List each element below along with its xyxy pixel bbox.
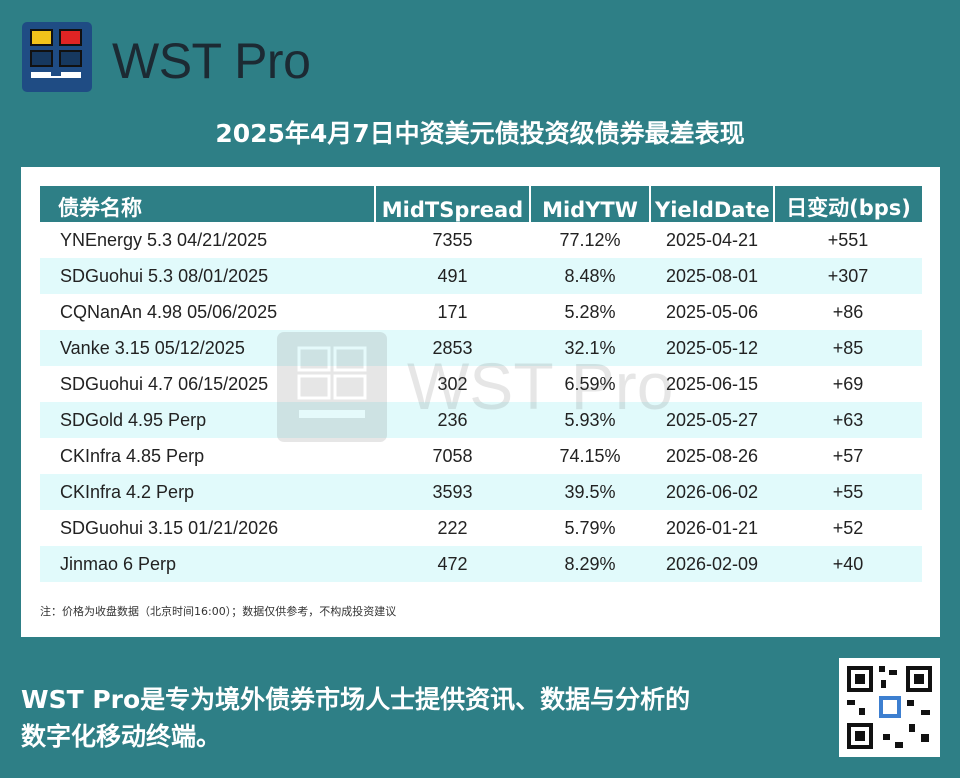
col-header-daily-change: 日变动(bps) — [774, 186, 922, 222]
mid-t-spread-cell: 3593 — [375, 474, 530, 510]
table-row: SDGuohui 5.3 08/01/2025 491 8.48% 2025-0… — [40, 258, 922, 294]
mid-ytw-cell: 8.29% — [530, 546, 650, 582]
yield-date-cell: 2025-05-27 — [650, 402, 774, 438]
bond-table: 债券名称 MidTSpread MidYTW YieldDate 日变动(bps… — [40, 186, 922, 582]
table-header-row: 债券名称 MidTSpread MidYTW YieldDate 日变动(bps… — [40, 186, 922, 222]
mid-t-spread-cell: 7355 — [375, 222, 530, 258]
mid-t-spread-cell: 491 — [375, 258, 530, 294]
mid-ytw-cell: 5.79% — [530, 510, 650, 546]
table-row: CKInfra 4.2 Perp 3593 39.5% 2026-06-02 +… — [40, 474, 922, 510]
yield-date-cell: 2025-04-21 — [650, 222, 774, 258]
footer-line-1: WST Pro是专为境外债券市场人士提供资讯、数据与分析的 — [21, 685, 691, 714]
qr-code-icon — [839, 658, 940, 757]
bond-name-cell: SDGold 4.95 Perp — [40, 402, 375, 438]
daily-change-cell: +69 — [774, 366, 922, 402]
mid-ytw-cell: 6.59% — [530, 366, 650, 402]
mid-ytw-cell: 77.12% — [530, 222, 650, 258]
bond-name-cell: SDGuohui 5.3 08/01/2025 — [40, 258, 375, 294]
bond-name-cell: CKInfra 4.85 Perp — [40, 438, 375, 474]
mid-t-spread-cell: 472 — [375, 546, 530, 582]
daily-change-cell: +55 — [774, 474, 922, 510]
bond-name-cell: CQNanAn 4.98 05/06/2025 — [40, 294, 375, 330]
mid-ytw-cell: 5.93% — [530, 402, 650, 438]
col-header-mid-t-spread: MidTSpread — [375, 186, 531, 222]
page-title: 2025年4月7日中资美元债投资级债券最差表现 — [215, 119, 745, 148]
col-header-mid-ytw: MidYTW — [530, 186, 651, 222]
yield-date-cell: 2025-08-01 — [650, 258, 774, 294]
table-row: CQNanAn 4.98 05/06/2025 171 5.28% 2025-0… — [40, 294, 922, 330]
mid-ytw-cell: 8.48% — [530, 258, 650, 294]
daily-change-cell: +57 — [774, 438, 922, 474]
daily-change-cell: +307 — [774, 258, 922, 294]
mid-t-spread-cell: 7058 — [375, 438, 530, 474]
col-header-bond-name: 债券名称 — [40, 186, 376, 222]
yield-date-cell: 2025-08-26 — [650, 438, 774, 474]
mid-t-spread-cell: 302 — [375, 366, 530, 402]
disclaimer-note: 注：价格为收盘数据（北京时间16:00）；数据仅供参考，不构成投资建议 — [40, 605, 397, 618]
table-card: 债券名称 MidTSpread MidYTW YieldDate 日变动(bps… — [21, 167, 940, 637]
brand-name: WST Pro — [112, 33, 311, 89]
daily-change-cell: +52 — [774, 510, 922, 546]
footer-line-2: 数字化移动终端。 — [21, 722, 222, 751]
wst-logo-icon — [22, 22, 92, 92]
table-row: Jinmao 6 Perp 472 8.29% 2026-02-09 +40 — [40, 546, 922, 582]
table-row: SDGuohui 4.7 06/15/2025 302 6.59% 2025-0… — [40, 366, 922, 402]
table-row: YNEnergy 5.3 04/21/2025 7355 77.12% 2025… — [40, 222, 922, 258]
yield-date-cell: 2025-05-12 — [650, 330, 774, 366]
yield-date-cell: 2025-06-15 — [650, 366, 774, 402]
daily-change-cell: +86 — [774, 294, 922, 330]
yield-date-cell: 2026-06-02 — [650, 474, 774, 510]
mid-t-spread-cell: 236 — [375, 402, 530, 438]
bond-name-cell: Vanke 3.15 05/12/2025 — [40, 330, 375, 366]
mid-t-spread-cell: 222 — [375, 510, 530, 546]
mid-ytw-cell: 74.15% — [530, 438, 650, 474]
table-row: CKInfra 4.85 Perp 7058 74.15% 2025-08-26… — [40, 438, 922, 474]
daily-change-cell: +85 — [774, 330, 922, 366]
bond-name-cell: SDGuohui 3.15 01/21/2026 — [40, 510, 375, 546]
daily-change-cell: +63 — [774, 402, 922, 438]
mid-ytw-cell: 39.5% — [530, 474, 650, 510]
bond-name-cell: YNEnergy 5.3 04/21/2025 — [40, 222, 375, 258]
bond-name-cell: CKInfra 4.2 Perp — [40, 474, 375, 510]
bond-name-cell: Jinmao 6 Perp — [40, 546, 375, 582]
footer-text: WST Pro是专为境外债券市场人士提供资讯、数据与分析的 数字化移动终端。 — [21, 681, 801, 755]
mid-t-spread-cell: 2853 — [375, 330, 530, 366]
daily-change-cell: +551 — [774, 222, 922, 258]
table-row: SDGold 4.95 Perp 236 5.93% 2025-05-27 +6… — [40, 402, 922, 438]
mid-ytw-cell: 5.28% — [530, 294, 650, 330]
daily-change-cell: +40 — [774, 546, 922, 582]
bond-name-cell: SDGuohui 4.7 06/15/2025 — [40, 366, 375, 402]
mid-ytw-cell: 32.1% — [530, 330, 650, 366]
yield-date-cell: 2026-01-21 — [650, 510, 774, 546]
mid-t-spread-cell: 171 — [375, 294, 530, 330]
table-row: Vanke 3.15 05/12/2025 2853 32.1% 2025-05… — [40, 330, 922, 366]
yield-date-cell: 2026-02-09 — [650, 546, 774, 582]
col-header-yield-date: YieldDate — [650, 186, 775, 222]
yield-date-cell: 2025-05-06 — [650, 294, 774, 330]
table-row: SDGuohui 3.15 01/21/2026 222 5.79% 2026-… — [40, 510, 922, 546]
